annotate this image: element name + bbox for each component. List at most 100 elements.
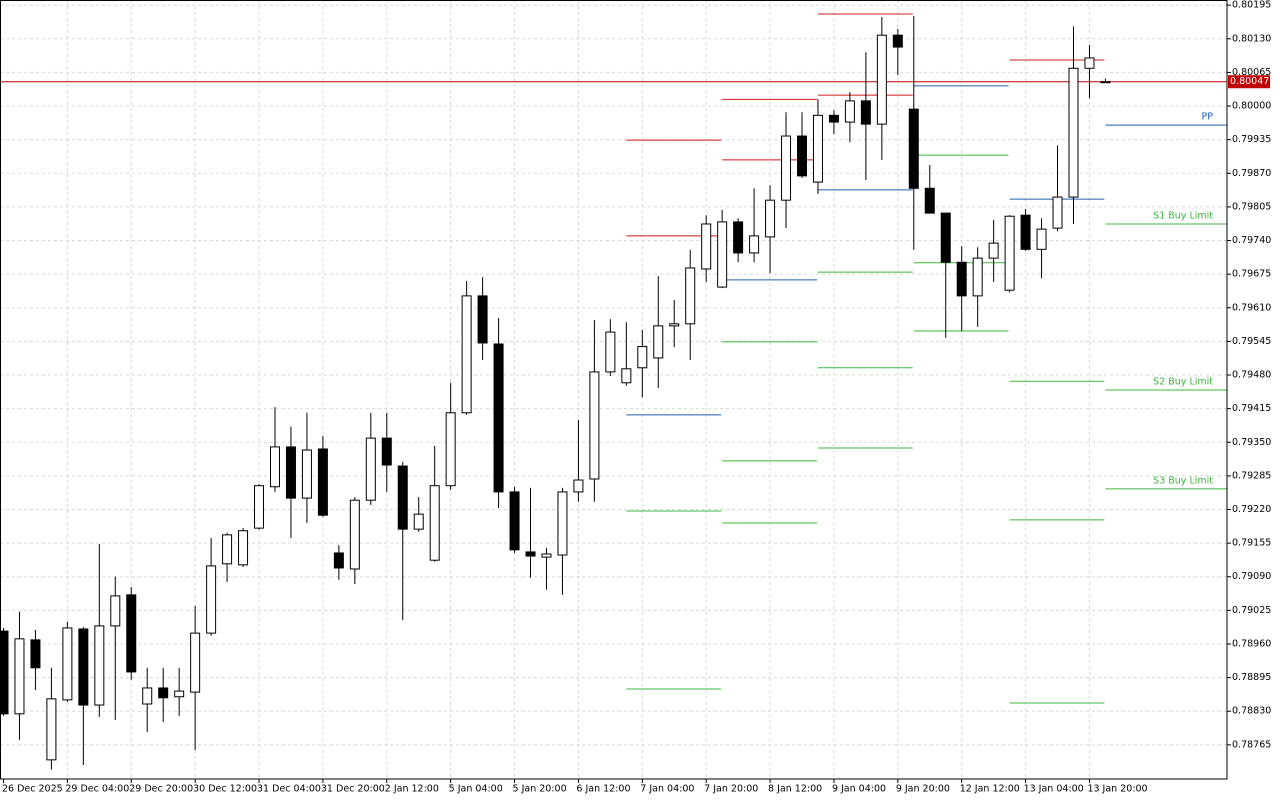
candle-body (860, 100, 871, 125)
x-tick-label: 31 Dec 20:00 (321, 784, 385, 795)
candle-body (14, 638, 25, 715)
candle-body (1036, 228, 1047, 250)
y-tick-label: 0.79285 (1232, 470, 1271, 481)
y-tick-label: 0.79805 (1232, 201, 1271, 212)
y-tick-label: 0.80195 (1232, 0, 1271, 11)
candle-body (1100, 81, 1111, 84)
y-tick-label: 0.79155 (1232, 538, 1271, 549)
candle-body (461, 295, 472, 414)
x-tick-label: 5 Jan 20:00 (513, 784, 567, 795)
candle-body (0, 630, 9, 715)
candle-body (78, 628, 89, 706)
candle-body (525, 551, 536, 557)
y-tick-label: 0.79350 (1232, 437, 1271, 448)
candle-body (653, 325, 664, 359)
candle-body (940, 212, 951, 263)
candle-body (30, 639, 41, 669)
candle-body (110, 595, 121, 627)
x-tick-label: 13 Jan 04:00 (1024, 784, 1084, 795)
x-tick-label: 6 Jan 12:00 (576, 784, 630, 795)
candle-body (333, 552, 344, 569)
x-tick-label: 2 Jan 12:00 (385, 784, 439, 795)
candle-body (174, 690, 185, 698)
candle-body (621, 368, 632, 384)
candle-body (781, 135, 792, 201)
candle-body (669, 323, 680, 327)
candle-body (381, 437, 392, 466)
y-tick-label: 0.79675 (1232, 269, 1271, 280)
candle-body (301, 449, 312, 499)
candle-body (222, 534, 233, 565)
candle-body (701, 223, 712, 270)
y-tick-label: 0.78765 (1232, 739, 1271, 750)
candle-body (365, 437, 376, 501)
candle-body (876, 34, 887, 125)
pivot-label: PP (1202, 112, 1214, 123)
x-tick-label: 9 Jan 20:00 (896, 784, 950, 795)
candle-body (557, 491, 568, 556)
candle-body (717, 221, 728, 288)
y-tick-label: 0.79935 (1232, 134, 1271, 145)
pivot-label: S2 Buy Limit (1153, 377, 1213, 388)
current-price-label: 0.80047 (1230, 76, 1269, 87)
candle-body (828, 114, 839, 123)
candle-body (749, 235, 760, 254)
y-tick-label: 0.80065 (1232, 67, 1271, 78)
candle-body (797, 135, 807, 177)
candle-body (892, 34, 903, 48)
y-tick-label: 0.80000 (1232, 101, 1271, 112)
candle-body (844, 100, 855, 123)
y-tick-label: 0.79480 (1232, 370, 1271, 381)
candle-body (397, 465, 408, 530)
candle-body (1052, 196, 1063, 229)
y-tick-label: 0.79610 (1232, 302, 1271, 313)
x-tick-label: 5 Jan 04:00 (449, 784, 503, 795)
candle-body (254, 485, 265, 529)
x-tick-label: 7 Jan 20:00 (704, 784, 758, 795)
candle-body (477, 295, 488, 344)
plot: PP S1 Buy Limit S2 Buy Limit S3 Buy Limit (0, 13, 1227, 770)
candle-body (1004, 215, 1015, 291)
x-tick-label: 30 Dec 12:00 (193, 784, 257, 795)
pivot-label: S3 Buy Limit (1153, 475, 1213, 486)
x-tick-label: 12 Jan 12:00 (960, 784, 1020, 795)
candle-body (765, 199, 776, 238)
candle-body (908, 108, 919, 189)
candle-body (573, 479, 584, 493)
candle-body (238, 530, 249, 566)
candle-body (285, 446, 296, 499)
x-tick-label: 31 Dec 04:00 (257, 784, 321, 795)
x-tick-label: 9 Jan 04:00 (832, 784, 886, 795)
x-tick-label: 13 Jan 20:00 (1087, 784, 1147, 795)
candle-body (924, 187, 935, 214)
candle-body (142, 687, 153, 705)
candle-body (1020, 214, 1031, 250)
candle-body (445, 412, 456, 487)
pivot-label: S1 Buy Limit (1153, 210, 1213, 221)
y-tick-label: 0.79545 (1232, 336, 1271, 347)
x-tick-label: 29 Dec 20:00 (129, 784, 193, 795)
candle-body (413, 513, 424, 530)
x-tick-label: 8 Jan 12:00 (768, 784, 822, 795)
current-price-tag (1228, 75, 1270, 89)
candle-body (812, 114, 823, 183)
candle-body (589, 371, 600, 480)
candle-body (605, 331, 616, 373)
candle-body (206, 565, 217, 634)
y-tick-label: 0.79415 (1232, 403, 1271, 414)
candle-body (1068, 67, 1079, 198)
y-tick-label: 0.79870 (1232, 168, 1271, 179)
y-tick-label: 0.79025 (1232, 605, 1271, 616)
candle-body (94, 625, 105, 706)
candle-body (637, 346, 648, 369)
y-tick-label: 0.79740 (1232, 235, 1271, 246)
y-tick-label: 0.78830 (1232, 706, 1271, 717)
y-tick-label: 0.79090 (1232, 571, 1271, 582)
candle-body (190, 632, 201, 693)
y-tick-label: 0.78960 (1232, 638, 1271, 649)
candle-body (429, 485, 440, 561)
candle-body (956, 261, 967, 297)
